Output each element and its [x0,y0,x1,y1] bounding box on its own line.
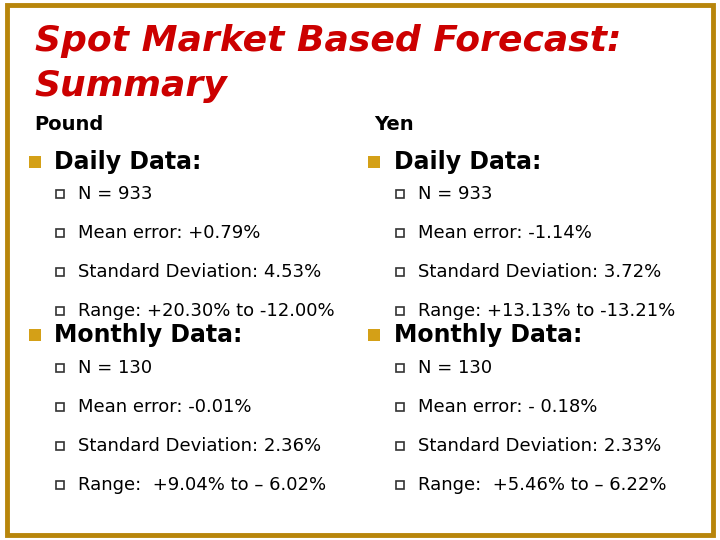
Text: Monthly Data:: Monthly Data: [54,323,243,347]
Text: Range: +20.30% to -12.00%: Range: +20.30% to -12.00% [78,302,334,320]
Text: Yen: Yen [374,114,414,134]
FancyBboxPatch shape [7,5,713,535]
Text: Spot Market Based Forecast:: Spot Market Based Forecast: [35,24,621,57]
Text: Monthly Data:: Monthly Data: [394,323,582,347]
Text: Standard Deviation: 2.36%: Standard Deviation: 2.36% [78,437,321,455]
Text: Mean error: -1.14%: Mean error: -1.14% [418,224,591,242]
Text: Summary: Summary [35,70,228,103]
Text: Standard Deviation: 2.33%: Standard Deviation: 2.33% [418,437,661,455]
Text: Range:  +5.46% to – 6.22%: Range: +5.46% to – 6.22% [418,476,666,494]
Text: N = 130: N = 130 [78,359,152,377]
Text: Mean error: -0.01%: Mean error: -0.01% [78,398,251,416]
Text: Mean error: - 0.18%: Mean error: - 0.18% [418,398,597,416]
Text: Range:  +9.04% to – 6.02%: Range: +9.04% to – 6.02% [78,476,326,494]
Text: N = 933: N = 933 [78,185,152,204]
Text: Pound: Pound [35,114,104,134]
Text: Daily Data:: Daily Data: [54,150,202,174]
Text: N = 130: N = 130 [418,359,492,377]
Text: Standard Deviation: 3.72%: Standard Deviation: 3.72% [418,263,661,281]
Text: Standard Deviation: 4.53%: Standard Deviation: 4.53% [78,263,321,281]
Text: Range: +13.13% to -13.21%: Range: +13.13% to -13.21% [418,302,675,320]
Text: N = 933: N = 933 [418,185,492,204]
Text: Mean error: +0.79%: Mean error: +0.79% [78,224,260,242]
Text: Daily Data:: Daily Data: [394,150,541,174]
